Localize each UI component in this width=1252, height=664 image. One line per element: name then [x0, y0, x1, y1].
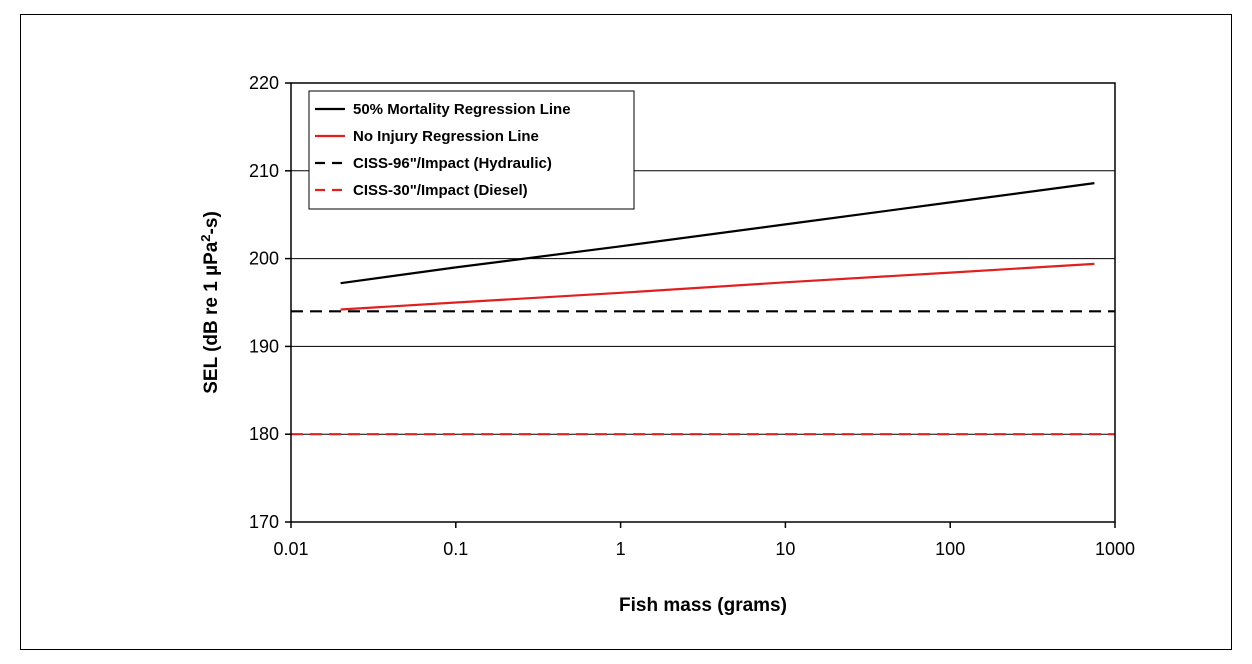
- x-axis-title: Fish mass (grams): [619, 595, 787, 616]
- legend-label: 50% Mortality Regression Line: [353, 101, 571, 118]
- axis-ticks: 170 180 190 200 210 220 0.01 0.1 1 10 100 1000: [249, 73, 1135, 559]
- y-tick-label: 180: [249, 424, 279, 444]
- x-tick-label: 1: [616, 539, 626, 559]
- x-tick-label: 0.1: [443, 539, 468, 559]
- legend-label: CISS-30"/Impact (Diesel): [353, 182, 528, 199]
- series-line-1: [340, 182, 1095, 285]
- series-lines: [291, 182, 1115, 436]
- y-axis-title-end: -s): [201, 211, 222, 234]
- y-axis-title: SEL (dB re 1 µPa2-s): [198, 211, 222, 394]
- grid-lines: [291, 170, 1115, 435]
- legend-box: [308, 90, 635, 210]
- legend: 50% Mortality Regression Line No Injury R…: [308, 90, 635, 210]
- x-tick-label: 100: [935, 539, 965, 559]
- legend-label: CISS-96"/Impact (Hydraulic): [353, 155, 552, 172]
- x-tick-label: 0.01: [273, 539, 308, 559]
- y-tick-label: 190: [249, 336, 279, 356]
- y-tick-label: 210: [249, 161, 279, 181]
- y-axis-title-superscript: 2: [198, 234, 213, 241]
- x-tick-label: 1000: [1095, 539, 1135, 559]
- y-axis-title-main: SEL (dB re 1 µPa: [201, 241, 222, 394]
- figure-frame: 170 180 190 200 210 220 0.01 0.1 1 10 100 1000 Fish…: [20, 14, 1232, 650]
- y-tick-label: 220: [249, 73, 279, 93]
- sel-chart: 170 180 190 200 210 220 0.01 0.1 1 10 100 1000 Fish…: [198, 73, 1135, 616]
- legend-label: No Injury Regression Line: [353, 128, 539, 145]
- y-tick-label: 200: [249, 249, 279, 269]
- series-line-2: [340, 262, 1095, 311]
- y-tick-label: 170: [249, 512, 279, 532]
- x-tick-label: 10: [775, 539, 795, 559]
- plot-area: [290, 82, 1116, 523]
